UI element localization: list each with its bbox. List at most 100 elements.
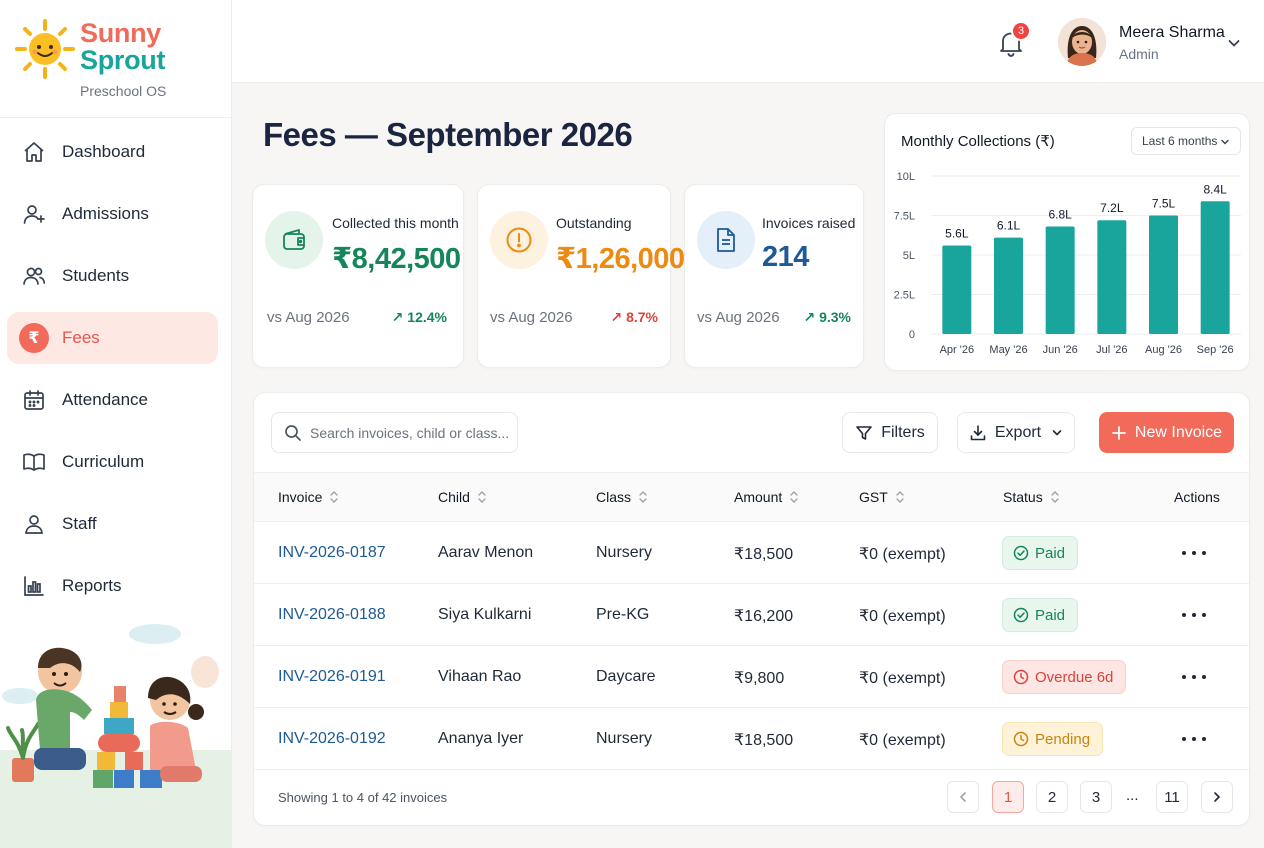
kpi-value: ₹8,42,500 [332,243,461,275]
kpi-delta: ↗ 9.3% [803,309,851,326]
filters-button[interactable]: Filters [842,412,938,453]
class-name: Daycare [596,668,656,685]
pagination-page-11[interactable]: 11 [1156,781,1188,813]
invoice-link[interactable]: INV-2026-0187 [278,544,386,561]
kpi-label: Invoices raised [762,215,856,231]
avatar[interactable] [1058,18,1106,66]
row-actions-button[interactable] [1182,730,1206,748]
row-actions-button[interactable] [1182,544,1206,562]
document-icon [697,211,755,269]
brand-name: Sunny Sprout [80,20,165,74]
plus-icon [1112,425,1126,440]
child-name: Vihaan Rao [438,668,522,685]
search-input[interactable] [310,424,510,441]
gst: ₹0 (exempt) [859,732,946,749]
export-label: Export [994,423,1042,441]
column-header-invoice[interactable]: Invoice [278,489,339,505]
chart-bar [1045,226,1075,334]
bar-data-label: 6.1L [997,219,1021,233]
y-tick-label: 0 [909,329,915,341]
class-name: Nursery [596,544,653,561]
status-badge: Paid [1002,598,1079,632]
column-header-child[interactable]: Child [438,489,487,505]
bar-data-label: 8.4L [1203,182,1227,196]
home-icon [21,139,47,165]
sidebar-item-reports[interactable]: Reports [7,560,218,612]
chevron-down-icon [1221,139,1229,145]
filter-icon [856,425,873,440]
kpi-delta-value: 12.4% [407,309,447,325]
pagination-next-button[interactable] [1201,781,1233,813]
clock-icon [1013,669,1029,685]
pagination-ellipsis: ... [1126,787,1139,804]
sidebar-item-fees[interactable]: ₹ Fees [7,312,218,364]
table-row: INV-2026-0192 Ananya Iyer Nursery ₹18,50… [254,708,1249,770]
rupee-icon: ₹ [19,323,49,353]
invoices-table-card: Filters Export New Invoice Invoice Child… [253,392,1250,826]
chart-range-label: Last 6 months [1142,134,1218,148]
amount: ₹16,200 [734,608,794,625]
child-name: Siya Kulkarni [438,606,532,623]
kpi-label: Collected this month [332,215,459,231]
sort-icon [330,491,339,503]
top-bar: 3 Meera Sharma Admin [232,0,1264,83]
sidebar-item-dashboard[interactable]: Dashboard [7,126,218,178]
pagination-page-3[interactable]: 3 [1080,781,1112,813]
sidebar-item-staff[interactable]: Staff [7,498,218,550]
column-header-status[interactable]: Status [1003,489,1060,505]
column-label: Invoice [278,489,323,505]
bar-data-label: 6.8L [1048,208,1072,222]
user-plus-icon [21,201,47,227]
pagination-prev-button[interactable] [947,781,979,813]
child-name: Aarav Menon [438,544,534,561]
brand-subtitle: Preschool OS [80,83,167,99]
column-label: GST [859,489,888,505]
status-badge: Overdue 6d [1002,660,1127,694]
kpi-label: Outstanding [556,215,632,231]
kids-playing-illustration [0,624,231,848]
class-name: Pre-KG [596,606,650,623]
row-actions-button[interactable] [1182,668,1206,686]
download-icon [970,424,986,440]
sidebar-item-label: Reports [62,576,122,595]
column-header-gst[interactable]: GST [859,489,905,505]
kpi-comparison: vs Aug 2026 [267,309,350,326]
export-button[interactable]: Export [957,412,1075,453]
sidebar-item-label: Admissions [62,204,149,223]
amount: ₹9,800 [734,670,785,687]
sidebar: Sunny Sprout Preschool OS Dashboard Admi… [0,0,232,848]
chart-bar [994,237,1023,334]
chart-range-select[interactable]: Last 6 months [1131,127,1241,155]
invoice-link[interactable]: INV-2026-0192 [278,730,386,747]
pagination-page-1[interactable]: 1 [992,781,1024,813]
column-header-amount[interactable]: Amount [734,489,799,505]
pagination-page-2[interactable]: 2 [1036,781,1068,813]
invoice-link[interactable]: INV-2026-0191 [278,668,386,685]
sort-icon [790,491,798,503]
sidebar-item-label: Staff [62,514,97,533]
sidebar-item-attendance[interactable]: Attendance [7,374,218,426]
row-actions-button[interactable] [1182,606,1206,624]
status-label: Pending [1035,730,1091,748]
invoice-link[interactable]: INV-2026-0188 [278,606,386,623]
bar-data-label: 7.2L [1100,201,1124,215]
y-tick-label: 7.5L [894,211,915,223]
bar-data-label: 5.6L [945,227,969,241]
chart-bar [1200,201,1230,334]
class-name: Nursery [596,730,653,747]
chevron-down-icon[interactable] [1227,36,1241,50]
gst: ₹0 (exempt) [859,546,946,563]
sidebar-item-label: Fees [62,328,100,347]
column-header-class[interactable]: Class [596,489,648,505]
sidebar-item-label: Students [62,266,130,285]
kpi-delta-value: 9.3% [819,309,851,325]
sidebar-item-curriculum[interactable]: Curriculum [7,436,218,488]
column-label: Amount [734,489,783,505]
sidebar-item-admissions[interactable]: Admissions [7,188,218,240]
sidebar-item-students[interactable]: Students [7,250,218,302]
sidebar-item-label: Curriculum [62,452,145,471]
calendar-icon [21,387,47,413]
new-invoice-button[interactable]: New Invoice [1099,412,1234,453]
status-label: Overdue 6d [1035,668,1114,686]
table-row: INV-2026-0191 Vihaan Rao Daycare ₹9,800 … [254,646,1249,708]
